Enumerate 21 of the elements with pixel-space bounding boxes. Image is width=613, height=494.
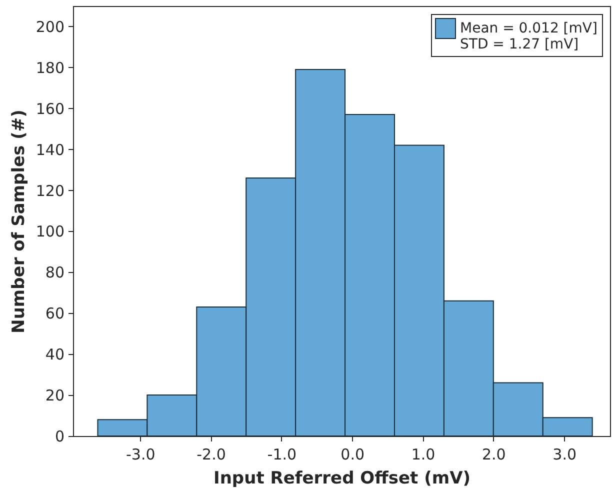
y-tick-label: 120: [36, 182, 64, 200]
y-tick-label: 160: [36, 100, 64, 118]
y-tick-label: 60: [45, 304, 64, 323]
x-tick-label: -3.0: [126, 446, 156, 464]
x-tick-label: 2.0: [482, 446, 506, 464]
x-axis-title: Input Referred Offset (mV): [213, 468, 471, 488]
y-tick-label: 180: [36, 58, 64, 77]
y-tick-label: 80: [45, 264, 64, 282]
y-tick-label: 140: [36, 140, 64, 159]
y-tick-label: 20: [45, 386, 64, 405]
x-tick-label: 0.0: [340, 446, 365, 464]
y-tick-label: 100: [36, 222, 64, 241]
y-tick-label: 0: [54, 428, 64, 446]
y-axis-title: Number of Samples (#): [8, 110, 29, 334]
x-tick-label: 1.0: [411, 446, 436, 464]
y-tick-label: 200: [36, 18, 64, 36]
x-tick-label: -1.0: [267, 446, 297, 464]
y-tick-label: 40: [45, 346, 64, 364]
x-tick-label: -2.0: [196, 446, 226, 464]
legend-label: Mean = 0.012 [mV] STD = 1.27 [mV]: [460, 20, 598, 52]
x-tick-label: 3.0: [552, 446, 576, 464]
